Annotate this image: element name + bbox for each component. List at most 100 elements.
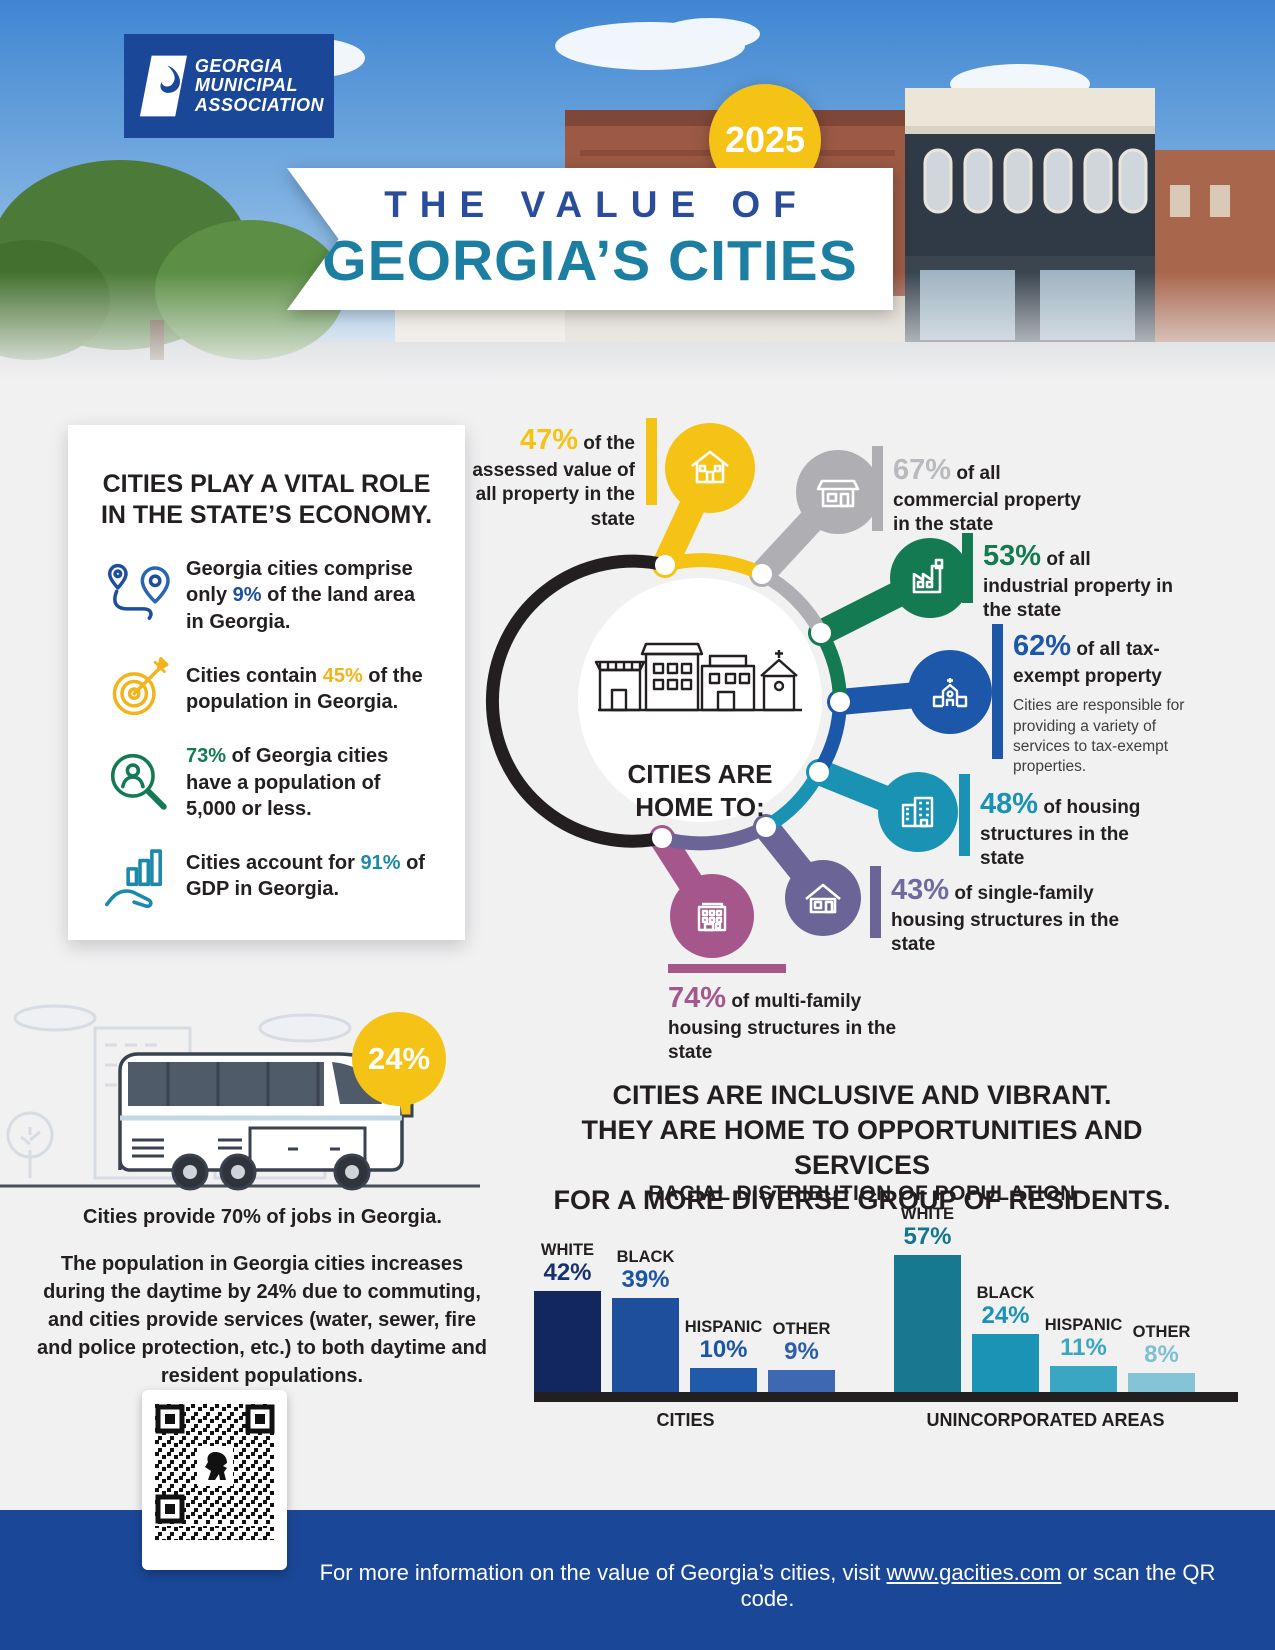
bar-label: HISPANIC [1044, 1316, 1123, 1334]
stat-value: 45% [322, 664, 363, 687]
bar-rect [768, 1370, 835, 1392]
bar-rect [534, 1291, 601, 1392]
vital-item-text: Cities contain 45% of the population in … [186, 663, 439, 716]
stat-text: of housing structures in the state [980, 797, 1141, 870]
footer-link[interactable]: www.gacities.com [886, 1560, 1062, 1585]
stat-housing: 48% of housing structures in the state [980, 786, 1155, 872]
stat-single-family: 43% of single-family housing structures … [891, 872, 1146, 958]
logo-line: ASSOCIATION [194, 94, 324, 115]
stat-pre: Cities provide [83, 1206, 221, 1228]
stat-multi-family: 74% of multi-family housing structures i… [668, 980, 928, 1066]
gma-flame-icon [139, 55, 187, 117]
bubble-assessed-value [665, 423, 755, 513]
heading-line: THEY ARE HOME TO OPPORTUNITIES AND SERVI… [581, 1115, 1143, 1181]
stat-industrial: 53% of all industrial property in the st… [983, 538, 1178, 624]
logo-line: GEORGIA [194, 55, 284, 76]
logo-line: MUNICIPAL [194, 75, 298, 96]
qr-card [142, 1390, 287, 1570]
stat-text: of all tax-exempt property [1013, 639, 1162, 688]
bubble-housing [878, 772, 958, 852]
bubble-single-family [785, 860, 861, 936]
bar-label: BLACK [976, 1284, 1035, 1302]
single-family-house-icon [805, 883, 841, 914]
bar-rect [1128, 1373, 1195, 1392]
bar-value: 10% [699, 1336, 748, 1363]
stat-value: 74% [668, 982, 727, 1014]
chart-title: RACIAL DISTRIBUTION OF POPULATION [648, 1182, 1076, 1205]
bar-value: 39% [621, 1266, 670, 1293]
stat-value: 62% [1013, 630, 1072, 662]
stat-accent-bar [668, 964, 786, 973]
vital-role-card: CITIES PLAY A VITAL ROLE IN THE STATE’S … [68, 425, 465, 940]
multi-family-building-icon [697, 902, 727, 932]
bar-label: WHITE [540, 1241, 595, 1259]
heading-line: FOR A MORE DIVERSE GROUP OF RESIDENTS. [553, 1185, 1171, 1216]
jobs-statement: Cities provide 70% of jobs in Georgia. [40, 1206, 485, 1229]
center-label-line1: CITIES ARE [627, 759, 773, 789]
skyline-icon [594, 642, 802, 712]
gma-logo-box: GEORGIA MUNICIPAL ASSOCIATION [124, 34, 334, 138]
bar-label: HISPANIC [684, 1318, 763, 1336]
stat-value: 53% [983, 540, 1042, 572]
factory-icon [912, 558, 944, 594]
map-pins-icon [94, 561, 186, 631]
stat-text: of multi-family housing structures in th… [668, 991, 897, 1064]
stat-post: due to commuting, and cities provide ser… [36, 1281, 488, 1387]
bar-hispanic: HISPANIC 10% [685, 1318, 762, 1392]
racial-distribution-chart: WHITE 42% BLACK 39% HISPANIC 10% OTHER 9% WHITE… [534, 1192, 1238, 1402]
stat-text: of the assessed value of all property in… [472, 433, 635, 530]
bar-black: BLACK 39% [612, 1248, 679, 1392]
bar-white: WHITE 42% [534, 1241, 601, 1392]
magnifier-person-icon [94, 745, 186, 821]
bar-rect [690, 1368, 757, 1392]
stat-text: of single-family housing structures in t… [891, 883, 1120, 956]
stat-accent-bar [646, 418, 657, 505]
stat-post: of GDP in Georgia. [186, 851, 425, 901]
chart-baseline [534, 1392, 1238, 1402]
stat-post: of jobs in Georgia. [260, 1206, 442, 1228]
vital-item-population: Cities contain 45% of the population in … [94, 653, 439, 725]
stat-value: 9% [232, 584, 262, 607]
chart-group-label-cities: CITIES [656, 1410, 715, 1430]
stat-pre: The population in Georgia cities increas… [43, 1253, 464, 1303]
vital-title-line1: CITIES PLAY A VITAL ROLE [102, 470, 431, 498]
bar-other: OTHER 8% [1128, 1323, 1195, 1392]
commute-paragraph: The population in Georgia cities increas… [36, 1250, 488, 1390]
bubble-industrial [890, 538, 970, 618]
vital-item-text: Cities account for 91% of GDP in Georgia… [186, 850, 439, 903]
stat-post: of the land area in Georgia. [186, 584, 415, 633]
stat-post: of Georgia cities have a population of 5… [186, 745, 389, 820]
stat-value: 70% [220, 1206, 261, 1228]
stat-tax-exempt: 62% of all tax-exempt property Cities ar… [1013, 628, 1188, 777]
stat-value: 67% [893, 454, 952, 486]
bar-rect [972, 1334, 1039, 1392]
bar-value: 11% [1060, 1334, 1107, 1361]
qr-code [154, 1404, 275, 1540]
footer-post: or scan the QR code. [740, 1560, 1216, 1611]
hero-photo [0, 0, 1275, 400]
dino-icon [204, 1452, 227, 1480]
stat-value: 47% [519, 424, 578, 456]
stat-accent-bar [872, 446, 883, 531]
stat-accent-bar [992, 624, 1003, 759]
bar-rect [894, 1255, 961, 1392]
center-label-line2: HOME TO: [635, 791, 765, 822]
store-icon [816, 479, 860, 508]
stat-pre: Cities account for [186, 851, 361, 874]
commute-badge: 24% [352, 1012, 446, 1106]
stat-text: of all industrial property in the state [983, 549, 1174, 622]
bubble-multi-family [670, 874, 754, 958]
bar-label: OTHER [1132, 1323, 1191, 1341]
bar-label: BLACK [616, 1248, 675, 1266]
center-label: CITIES ARE HOME TO: [600, 758, 800, 823]
bar-label: OTHER [772, 1320, 831, 1338]
stat-value: 24% [256, 1281, 297, 1303]
vital-item-text: Georgia cities comprise only 9% of the l… [186, 556, 439, 635]
vital-item-gdp: Cities account for 91% of GDP in Georgia… [94, 840, 439, 912]
apartment-icon [901, 796, 934, 828]
church-icon [932, 678, 968, 708]
bar-value: 9% [784, 1338, 819, 1365]
bar-value: 42% [543, 1259, 592, 1286]
house-icon [691, 450, 729, 484]
bar-rect [612, 1298, 679, 1392]
